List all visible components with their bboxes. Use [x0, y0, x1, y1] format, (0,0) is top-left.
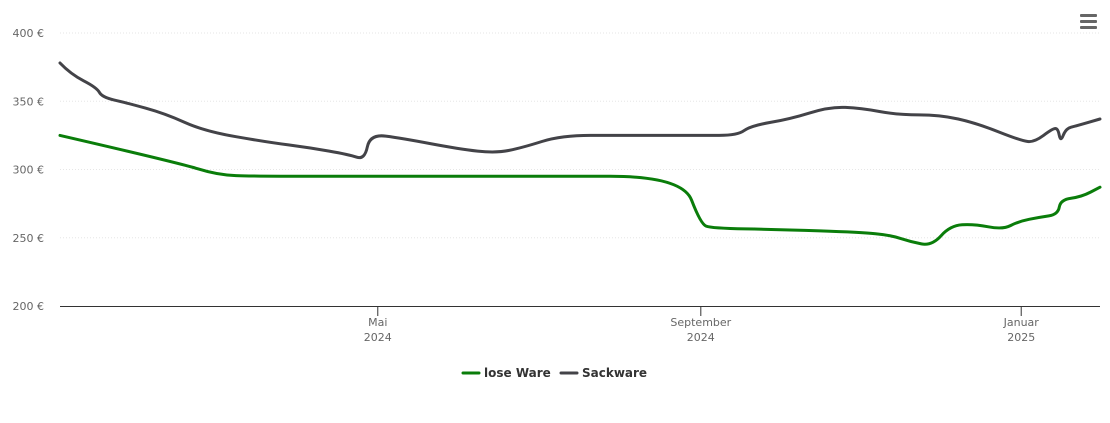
x-axis: Mai 2024 September 2024 Januar 2025 — [60, 306, 1100, 344]
x-tick-year-label: 2025 — [1007, 331, 1035, 344]
legend-label: Sackware — [582, 366, 647, 380]
y-tick-label: 400 € — [13, 27, 45, 40]
x-tick-label: Mai — [368, 316, 387, 329]
y-tick-label: 300 € — [13, 164, 45, 177]
series-lines — [58, 61, 1102, 246]
y-tick-label: 200 € — [13, 300, 45, 313]
x-tick-year-label: 2024 — [687, 331, 715, 344]
series-line-1[interactable] — [58, 61, 1102, 160]
x-tick-label: Januar — [1003, 316, 1040, 329]
legend-item[interactable]: lose Ware — [461, 366, 551, 380]
legend: lose Ware Sackware — [461, 366, 647, 380]
x-tick-year-label: 2024 — [364, 331, 392, 344]
legend-label: lose Ware — [484, 366, 551, 380]
y-tick-label: 250 € — [13, 232, 45, 245]
hamburger-menu-icon[interactable] — [1080, 14, 1097, 29]
x-tick-label: September — [670, 316, 731, 329]
legend-item[interactable]: Sackware — [559, 366, 647, 380]
series-line-0[interactable] — [58, 133, 1102, 246]
y-tick-label: 350 € — [13, 95, 45, 108]
grid-lines — [60, 32, 1100, 239]
y-axis: 200 € 250 € 300 € 350 € 400 € — [13, 27, 45, 313]
